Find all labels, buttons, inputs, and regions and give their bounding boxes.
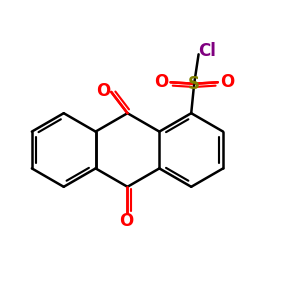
Text: O: O	[220, 73, 234, 91]
Text: S: S	[188, 75, 200, 93]
Text: Cl: Cl	[198, 42, 216, 60]
Text: O: O	[96, 82, 110, 100]
Text: O: O	[154, 73, 168, 91]
Text: O: O	[119, 212, 133, 230]
